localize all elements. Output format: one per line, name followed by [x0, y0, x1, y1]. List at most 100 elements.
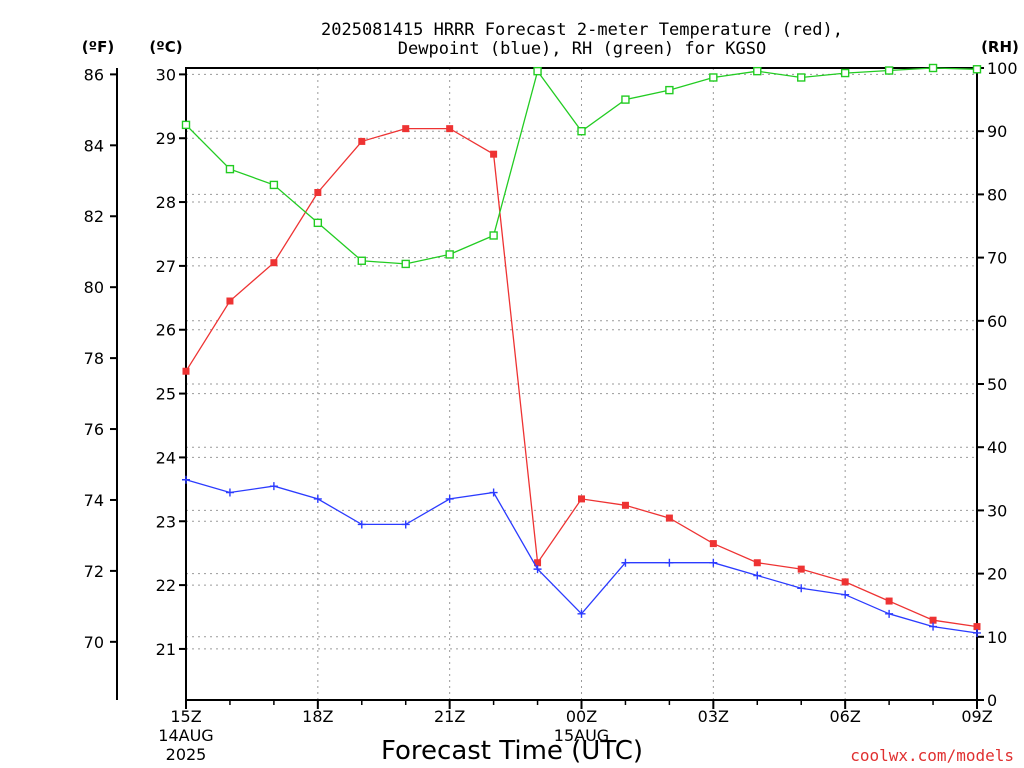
temperature-data-point — [490, 150, 498, 158]
temperature-data-point — [358, 137, 366, 145]
dewpoint-data-point — [929, 622, 938, 631]
temperature-data-point — [270, 259, 278, 267]
dewpoint-data-point — [269, 482, 278, 491]
dewpoint-data-point — [665, 558, 674, 567]
dewpoint-data-point — [753, 571, 762, 580]
fahrenheit-tick-label: 82 — [84, 207, 104, 226]
rh-data-point — [225, 164, 235, 174]
fahrenheit-tick-label: 70 — [84, 633, 104, 652]
rh-data-point — [181, 120, 191, 130]
rh-data-point — [928, 63, 938, 73]
dewpoint-data-point — [709, 558, 718, 567]
rh-data-point — [313, 218, 323, 228]
temperature-data-point — [709, 540, 717, 548]
x-tick-date-label: 15AUG — [554, 726, 609, 745]
temperature-data-point — [446, 125, 454, 133]
fahrenheit-tick-label: 74 — [84, 491, 104, 510]
rh-data-point — [709, 73, 718, 82]
temperature-data-point — [841, 578, 849, 586]
rh-tick-label: 90 — [987, 122, 1007, 141]
temperature-data-point — [402, 125, 410, 133]
temperature-data-point — [797, 565, 805, 573]
credit-text: coolwx.com/models — [850, 746, 1014, 765]
celsius-unit-label: (ºC) — [149, 38, 182, 56]
dewpoint-data-point — [973, 628, 981, 637]
dewpoint-data-point — [841, 590, 850, 599]
celsius-tick-label: 25 — [156, 385, 176, 404]
dewpoint-data-point — [489, 488, 498, 497]
rh-data-point — [665, 85, 674, 95]
fahrenheit-tick-label: 84 — [84, 136, 104, 155]
rh-data-point — [797, 73, 806, 82]
rh-data-point — [357, 256, 366, 265]
rh-data-point — [840, 68, 850, 78]
temperature-data-point — [665, 514, 673, 522]
rh-tick-label: 50 — [987, 375, 1007, 394]
x-tick-label: 06Z — [830, 707, 861, 726]
rh-data-point — [577, 126, 586, 136]
dewpoint-data-point — [313, 494, 322, 503]
rh-tick-label: 80 — [987, 185, 1007, 204]
dewpoint-data-point — [225, 488, 234, 497]
fahrenheit-tick-label: 78 — [84, 349, 104, 368]
rh-data-point — [269, 180, 279, 190]
celsius-tick-label: 29 — [156, 129, 176, 148]
rh-tick-label: 70 — [987, 249, 1007, 268]
x-tick-year-label: 2025 — [166, 745, 207, 764]
dewpoint-data-point — [621, 558, 630, 567]
temperature-data-point — [753, 559, 761, 567]
celsius-tick-label: 23 — [156, 512, 176, 531]
rh-data-point — [884, 66, 894, 75]
dewpoint-data-point — [577, 609, 586, 618]
rh-tick-label: 100 — [987, 59, 1018, 78]
rh-data-point — [401, 259, 410, 269]
x-tick-label: 03Z — [698, 707, 729, 726]
dewpoint-data-point — [885, 609, 894, 618]
axes — [110, 67, 984, 709]
dewpoint-data-point — [533, 565, 542, 574]
x-tick-label: 21Z — [434, 707, 465, 726]
celsius-tick-label: 30 — [156, 65, 176, 84]
rh-tick-label: 30 — [987, 501, 1007, 520]
dewpoint-data-point — [357, 520, 366, 529]
x-axis-label: Forecast Time (UTC) — [381, 736, 643, 766]
rh-unit-label: (RH) — [981, 38, 1019, 56]
celsius-tick-label: 22 — [156, 576, 176, 595]
dewpoint-data-point — [445, 494, 454, 503]
fahrenheit-tick-label: 76 — [84, 420, 104, 439]
rh-data-point — [621, 95, 630, 104]
rh-data-point — [533, 66, 542, 76]
x-tick-label: 18Z — [302, 707, 333, 726]
fahrenheit-tick-label: 72 — [84, 562, 104, 581]
fahrenheit-tick-label: 86 — [84, 65, 104, 84]
x-tick-label: 15Z — [170, 707, 201, 726]
rh-data-point — [972, 65, 982, 74]
rh-tick-label: 10 — [987, 628, 1007, 647]
chart-title-line1: 2025081415 HRRR Forecast 2-meter Tempera… — [321, 20, 843, 40]
temperature-data-point — [929, 616, 937, 624]
celsius-tick-label: 27 — [156, 257, 176, 276]
temperature-data-point — [885, 597, 893, 605]
dewpoint-data-point — [401, 520, 410, 529]
x-tick-date-label: 14AUG — [158, 726, 213, 745]
temperature-data-point — [182, 367, 190, 375]
rh-tick-label: 20 — [987, 565, 1007, 584]
rh-data-point — [445, 250, 454, 259]
celsius-tick-label: 28 — [156, 193, 176, 212]
rh-data-point — [753, 66, 762, 76]
rh-tick-label: 40 — [987, 438, 1007, 457]
temperature-data-point — [534, 559, 542, 567]
tick-labels: 70 72 74 76 78 80 82 84 86 21 22 23 24 25 26 27 28 29 30 0 1… — [84, 59, 1018, 764]
temperature-data-point — [578, 495, 585, 503]
temperature-data-point — [314, 188, 322, 196]
dewpoint-data-point — [182, 475, 190, 484]
series-layer — [181, 63, 982, 637]
rh-data-point — [489, 231, 498, 240]
fahrenheit-unit-label: (ºF) — [82, 38, 114, 56]
chart-title-line2: Dewpoint (blue), RH (green) for KGSO — [398, 39, 766, 59]
rh-tick-label: 0 — [987, 691, 997, 710]
dewpoint-data-point — [797, 584, 806, 593]
celsius-tick-label: 24 — [156, 448, 176, 467]
fahrenheit-tick-label: 80 — [84, 278, 104, 297]
